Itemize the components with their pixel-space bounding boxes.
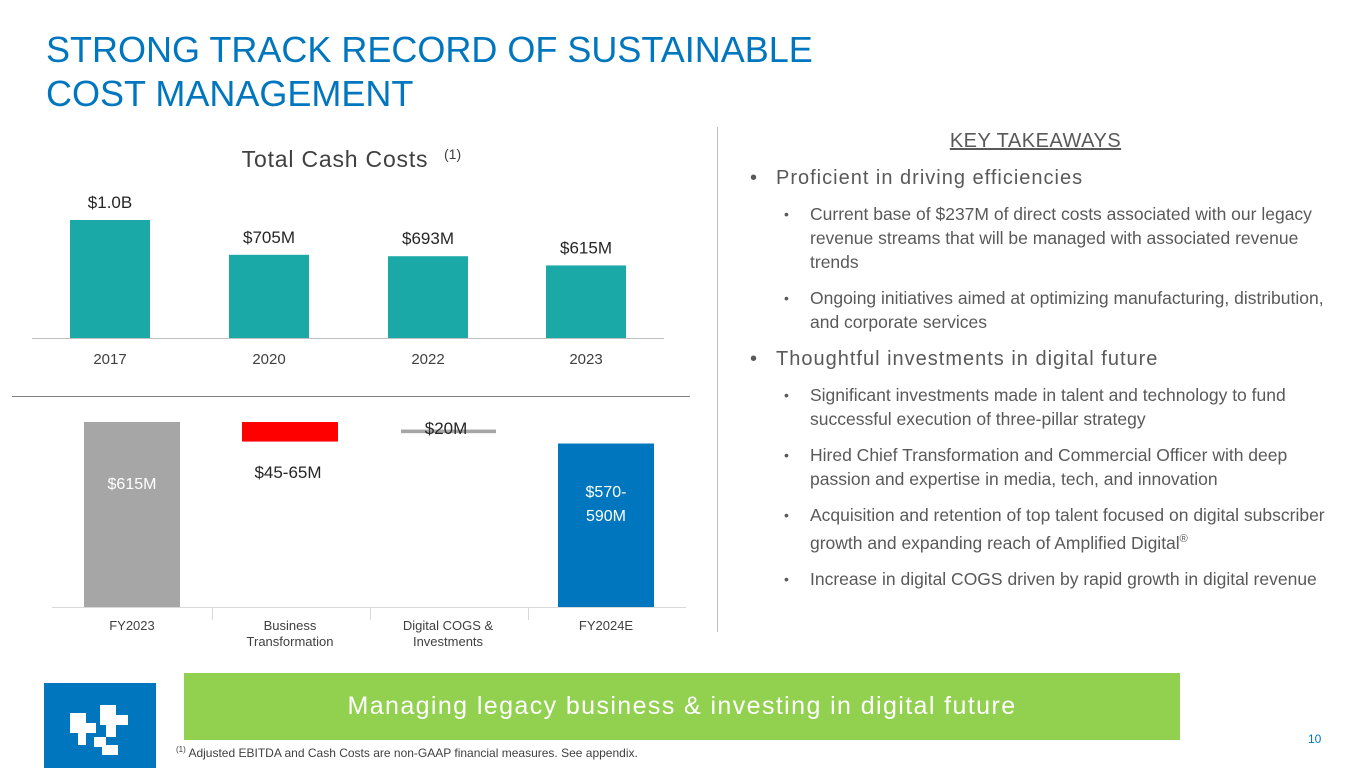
footnote: (1) Adjusted EBITDA and Cash Costs are n…	[176, 745, 638, 760]
takeaway-section-1: • Proficient in driving efficiencies	[748, 167, 1338, 190]
chart-divider	[12, 396, 690, 397]
bar-2023	[546, 265, 626, 338]
page-number: 10	[1308, 732, 1322, 746]
bar-digital-cogs	[401, 429, 496, 434]
bullet: •	[784, 206, 789, 222]
bullet: •	[750, 167, 759, 189]
x-tick-label: 2020	[252, 351, 285, 368]
takeaway-item-text: Increase in digital COGS driven by rapid…	[810, 568, 1317, 589]
bullet: •	[784, 447, 789, 463]
bar-value-label: $615M	[560, 238, 612, 257]
bullet: •	[784, 387, 789, 403]
bar-value-label: $570-	[586, 484, 627, 501]
total-cash-costs-chart: Total Cash Costs (1) $1.0B 2017 $705M 2020 $…	[32, 146, 664, 368]
bar-2022	[388, 256, 468, 338]
section-title: Proficient in driving efficiencies	[776, 167, 1084, 189]
logo-mark-icon	[70, 705, 128, 755]
footnote-text: Adjusted EBITDA and Cash Costs are non-G…	[188, 746, 638, 760]
bullet: •	[750, 348, 759, 370]
bar-2017	[70, 220, 150, 338]
bar-value-label: $693M	[402, 229, 454, 248]
takeaway-section-2: • Thoughtful investments in digital futur…	[748, 348, 1338, 371]
bar-value-label: $20M	[425, 419, 468, 438]
key-takeaways-heading: KEY TAKEAWAYS	[949, 130, 1122, 152]
registered-mark: ®	[1179, 533, 1188, 545]
takeaway-item: • Significant investments made in talent …	[748, 383, 1338, 431]
footnote-marker: (1)	[176, 745, 186, 754]
takeaway-item: • Hired Chief Transformation and Commerci…	[748, 443, 1338, 491]
title-line-1: STRONG TRACK RECORD OF SUSTAINABLE	[46, 29, 813, 70]
chart-title-superscript: (1)	[444, 146, 461, 162]
bar-2020	[229, 254, 309, 338]
bar-value-label: 590M	[586, 508, 626, 525]
key-takeaways-panel: KEY TAKEAWAYS • Proficient in driving eff…	[748, 130, 1338, 591]
takeaway-item-text: Current base of $237M of direct costs as…	[810, 204, 1312, 272]
bar-fy2024e	[558, 443, 654, 607]
takeaway-item: • Increase in digital COGS driven by rapi…	[748, 567, 1338, 591]
bullet: •	[784, 507, 789, 523]
takeaway-item-text: Acquisition and retention of top talent …	[810, 505, 1325, 553]
takeaway-item: • Acquisition and retention of top talent…	[748, 503, 1338, 555]
takeaway-item-text: Significant investments made in talent a…	[810, 385, 1286, 429]
bar-business-transformation	[242, 422, 338, 442]
cost-bridge-waterfall-chart: $615M $45-65M $20M $570- 590M FY2023 BusinessT…	[52, 419, 686, 649]
bar-value-label: $1.0B	[88, 193, 132, 212]
company-logo-icon	[44, 683, 156, 768]
chart-title: Total Cash Costs	[242, 146, 429, 172]
bar-value-label: $705M	[243, 228, 295, 247]
takeaway-item: • Current base of $237M of direct costs a…	[748, 202, 1338, 274]
category-label: Business	[264, 618, 317, 633]
x-tick-label: 2023	[569, 351, 602, 368]
category-label: Transformation	[247, 634, 334, 649]
column-divider	[717, 127, 718, 632]
category-label: FY2023	[109, 618, 155, 633]
category-label: Investments	[413, 634, 484, 649]
banner-text: Managing legacy business & investing in …	[347, 692, 1017, 720]
x-tick-label: 2017	[93, 351, 126, 368]
category-label: Digital COGS &	[403, 618, 494, 633]
bullet: •	[784, 290, 789, 306]
takeaway-item-text: Hired Chief Transformation and Commercia…	[810, 445, 1288, 489]
page-title: STRONG TRACK RECORD OF SUSTAINABLE COST …	[46, 28, 946, 116]
bar-fy2023	[84, 422, 180, 607]
bullet: •	[784, 570, 789, 587]
takeaway-item-text: Ongoing initiatives aimed at optimizing …	[810, 288, 1324, 332]
bar-value-label: $615M	[108, 476, 157, 493]
x-tick-label: 2022	[411, 351, 444, 368]
bar-value-label: $45-65M	[254, 463, 321, 482]
category-label: FY2024E	[579, 618, 634, 633]
summary-banner: Managing legacy business & investing in …	[184, 673, 1180, 740]
section-title: Thoughtful investments in digital future	[776, 348, 1159, 370]
takeaway-item: • Ongoing initiatives aimed at optimizing…	[748, 286, 1338, 334]
title-line-2: COST MANAGEMENT	[46, 73, 414, 114]
